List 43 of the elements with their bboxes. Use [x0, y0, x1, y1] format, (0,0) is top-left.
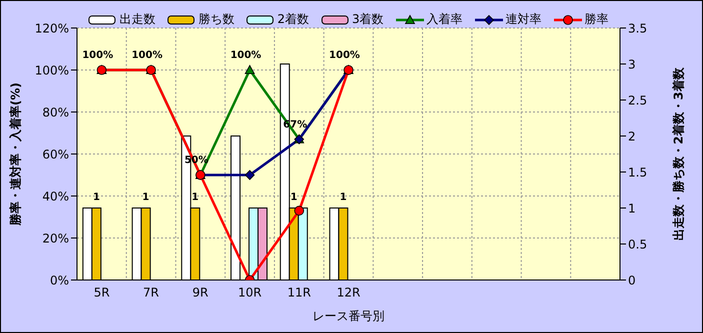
data-label: 100%: [329, 50, 360, 61]
x-tick-label: 5R: [94, 286, 110, 300]
y2-axis-title: 出走数・勝ち数・2着数・3着数: [671, 66, 686, 240]
y-tick-label: 60%: [42, 147, 69, 162]
y2-tick-label: 0.5: [628, 237, 648, 252]
legend-label: 出走数: [119, 11, 156, 28]
y2-tick-label: 2.5: [628, 93, 648, 108]
data-label: 1: [340, 192, 347, 203]
data-label: 1: [142, 192, 150, 203]
y2-tick-label: 2: [628, 129, 636, 144]
legend-label: 連対率: [506, 11, 542, 28]
y2-tick-label: 1.5: [628, 165, 648, 180]
x-tick-label: 10R: [238, 286, 262, 300]
y2-tick-label: 3: [628, 57, 636, 72]
point: [244, 170, 255, 180]
data-label: 100%: [230, 50, 262, 61]
y-tick-label: 40%: [42, 189, 69, 204]
data-label: 100%: [82, 50, 114, 61]
y2-tick-label: 3.5: [628, 21, 648, 36]
y-tick-label: 120%: [34, 21, 69, 36]
point: [244, 65, 255, 74]
y2-tick-label: 1: [628, 201, 636, 216]
x-tick-label: 7R: [143, 286, 160, 300]
data-label: 1: [290, 192, 298, 203]
y-axis-title: 勝率・連対率・入着率(%): [8, 82, 22, 226]
y-tick-label: 100%: [34, 63, 69, 78]
x-tick-label: 9R: [192, 286, 208, 300]
data-label: 1: [92, 192, 100, 203]
x-axis-title: レース番号別: [312, 309, 384, 323]
data-label: 1: [192, 192, 199, 203]
y2-tick-label: 0: [628, 273, 636, 288]
legend-label: 勝ち数: [198, 11, 234, 28]
point: [294, 206, 304, 216]
legend-label: 3着数: [352, 11, 384, 28]
data-label: 100%: [132, 50, 162, 61]
legend-label: 2着数: [277, 11, 309, 28]
legend-label: 入着率: [426, 11, 463, 28]
y-tick-label: 0%: [50, 273, 69, 288]
y-tick-label: 80%: [42, 105, 69, 120]
legend-label: 勝率: [584, 11, 609, 28]
y-tick-label: 20%: [42, 231, 69, 246]
x-tick-label: 11R: [287, 286, 311, 300]
x-tick-label: 12R: [336, 286, 360, 300]
